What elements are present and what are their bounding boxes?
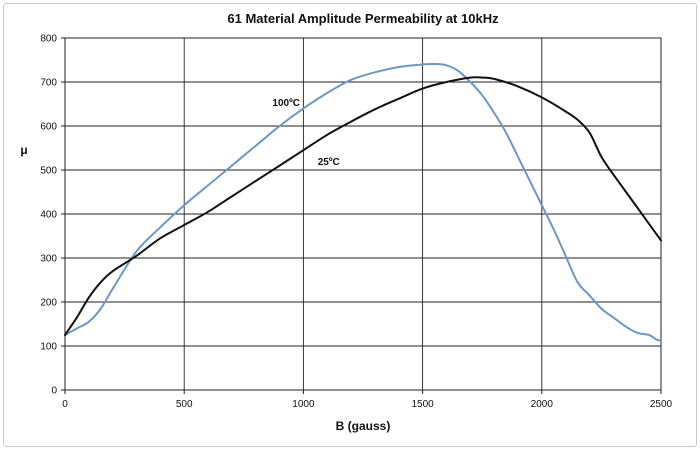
y-tick-label: 700 [40, 78, 57, 89]
y-tick-label: 800 [40, 34, 57, 45]
y-tick-label: 500 [40, 166, 57, 177]
y-tick-label: 200 [40, 298, 57, 309]
y-tick-label: 100 [40, 342, 57, 353]
y-tick-label: 400 [40, 210, 57, 221]
x-axis-label: B (gauss) [336, 419, 391, 433]
x-tick-label: 1000 [292, 399, 315, 410]
series-25c-line [64, 76, 662, 336]
y-tick-label: 300 [40, 254, 57, 265]
label-25c: 25ºC [318, 157, 340, 168]
series-group [64, 62, 662, 342]
chart-title: 61 Material Amplitude Permeability at 10… [227, 11, 499, 26]
chart-frame [3, 3, 697, 447]
y-tick-label: 600 [40, 122, 57, 133]
x-tick-label: 0 [62, 399, 68, 410]
series-100c-line [64, 62, 662, 342]
x-tick-label: 500 [176, 399, 193, 410]
x-tick-label: 1500 [411, 399, 434, 410]
label-100c: 100ºC [272, 98, 300, 109]
x-tick-label: 2000 [531, 399, 554, 410]
x-tick-label: 2500 [650, 399, 673, 410]
y-axis-label: μ [20, 143, 27, 157]
annotations: 100ºC 25ºC [272, 98, 339, 168]
axis-ticks: 0 100 200 300 400 500 600 700 800 0 500 1000 1500 200… [40, 34, 672, 411]
grid [64, 37, 662, 391]
y-tick-label: 0 [51, 386, 57, 397]
